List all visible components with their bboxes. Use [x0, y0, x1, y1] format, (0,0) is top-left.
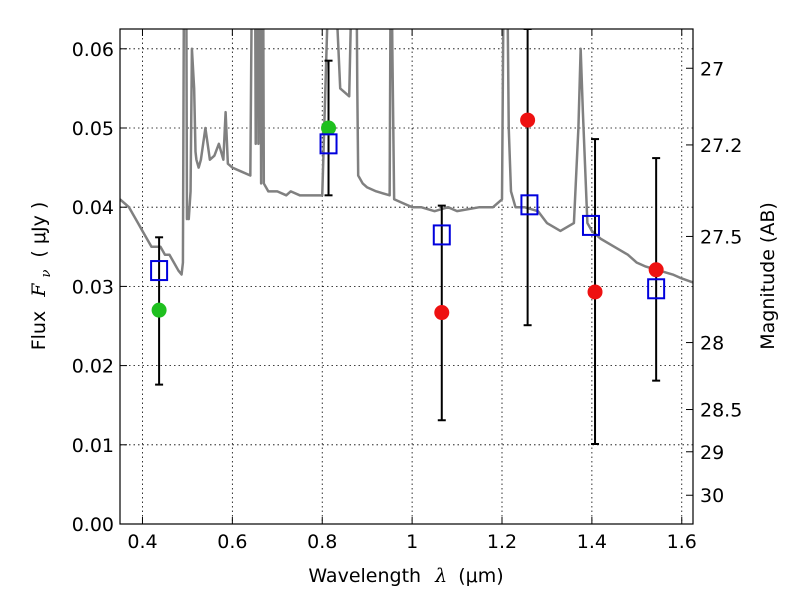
y-tick-label: 0.06: [72, 39, 114, 61]
plot-frame: [119, 28, 694, 525]
x-label-symbol: λ: [434, 565, 447, 587]
y2-tick-label: 28.5: [700, 400, 742, 422]
y2-tick-label: 29: [700, 442, 724, 464]
green-data-point: [321, 120, 337, 136]
model-square-point: [319, 133, 338, 155]
axis-ticks: [120, 29, 693, 525]
y-label-subscript: ν: [39, 270, 54, 278]
y-tick-label: 0.03: [72, 276, 114, 298]
y2-tick-label: 27.5: [700, 226, 742, 248]
y-label-prefix: Flux: [28, 311, 50, 351]
x-label-unit: (μm): [458, 565, 503, 587]
model-square-point: [150, 260, 169, 282]
y-label-symbol: F: [28, 283, 50, 298]
y-label-unit: ( μJy ): [28, 202, 50, 258]
x-tick-label: 0.8: [307, 531, 337, 553]
x-tick-label: 1: [406, 531, 418, 553]
y-tick-label: 0.00: [72, 514, 114, 536]
plot-background: [120, 29, 693, 524]
model-square-point: [581, 214, 600, 236]
y2-tick-label: 27: [700, 58, 724, 80]
red-data-point: [434, 305, 450, 321]
green-data-point: [151, 302, 167, 318]
y-axis-label: Flux F ν ( μJy ): [28, 202, 55, 351]
spectrum-line: [120, 29, 693, 284]
red-data-point: [587, 284, 603, 300]
markers: [150, 112, 666, 321]
x-label-prefix: Wavelength: [308, 565, 421, 587]
x-tick-label: 1.4: [577, 531, 607, 553]
red-data-point: [520, 112, 536, 128]
y-tick-label: 0.04: [72, 197, 114, 219]
model-square-point: [647, 278, 666, 300]
model-square-point: [520, 194, 539, 216]
x-axis-label: Wavelength λ (μm): [308, 565, 503, 587]
x-tick-label: 0.6: [217, 531, 247, 553]
plot-area: [120, 29, 693, 446]
tick-labels: 0.4 0.6 0.8 1 1.2 1.4 1.6 0.00 0.01 0.02 0.03 0.04 0…: [72, 39, 743, 553]
x-tick-label: 1.2: [487, 531, 517, 553]
x-tick-label: 1.6: [667, 531, 697, 553]
y2-tick-label: 27.2: [700, 135, 742, 157]
y-tick-label: 0.02: [72, 356, 114, 378]
x-tick-label: 0.4: [127, 531, 157, 553]
y2-tick-label: 28: [700, 333, 724, 355]
y-tick-label: 0.05: [72, 118, 114, 140]
red-data-point: [648, 262, 664, 278]
y-tick-label: 0.01: [72, 435, 114, 457]
y2-axis-label: Magnitude (AB): [757, 202, 779, 350]
model-square-point: [432, 224, 451, 246]
y2-tick-label: 30: [700, 485, 724, 507]
